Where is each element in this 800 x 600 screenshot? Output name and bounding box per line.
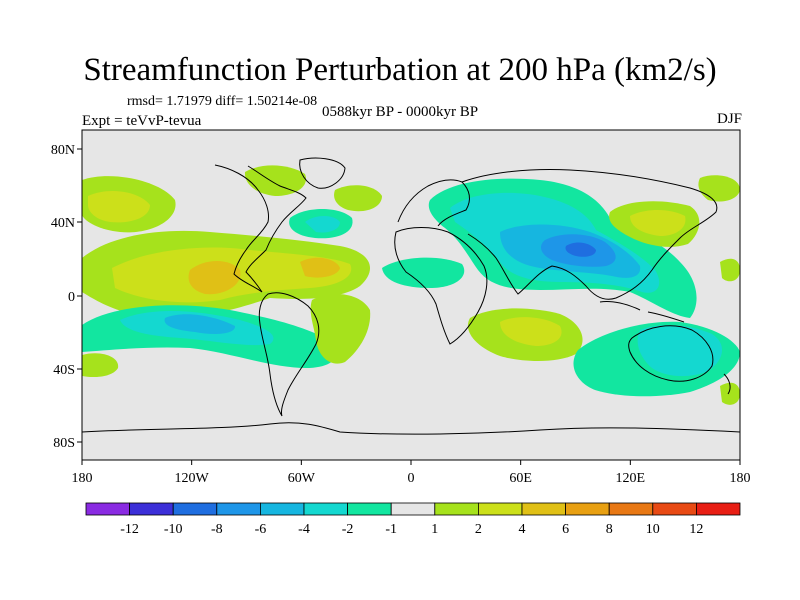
- lat-tick-label: 80N: [51, 143, 75, 158]
- colorbar-swatch: [565, 502, 610, 516]
- colorbar-swatch: [259, 502, 305, 516]
- contour-east-pacific-pos: [698, 175, 740, 202]
- colorbar-swatch: [696, 502, 741, 516]
- contour-north-atlantic-pos: [334, 185, 382, 212]
- colorbar-swatch: [390, 502, 436, 516]
- contour-arctic-north-america: [244, 165, 307, 196]
- contour-north-atlantic-neg-inner: [305, 216, 340, 233]
- colorbar-label: 10: [646, 522, 660, 537]
- contour-africa-neg: [382, 257, 465, 288]
- lon-tick-label: 0: [408, 471, 415, 486]
- lat-tick-label: 80S: [53, 436, 75, 451]
- contour-south-atlantic-pos: [310, 294, 371, 364]
- colorbar-swatch: [303, 502, 348, 516]
- colorbar-label: -10: [164, 522, 183, 537]
- colorbar-label: 2: [475, 522, 482, 537]
- coastline-antarctica: [82, 422, 740, 435]
- colorbar-swatch: [477, 502, 523, 516]
- lon-tick-label: 120E: [616, 471, 646, 486]
- colorbar-swatch: [521, 502, 566, 516]
- lat-tick-label: 0: [68, 290, 75, 305]
- axis-ticks: 80N 40N 0 40S 80S 180 120W 60W 0 60E 120E 180: [51, 143, 751, 486]
- coastline-new-zealand: [723, 373, 731, 395]
- colorbar-label: -2: [342, 522, 354, 537]
- coastline-north-america: [214, 164, 307, 293]
- colorbar-label: -4: [298, 522, 310, 537]
- lat-tick-label: 40N: [51, 216, 75, 231]
- contour-north-pacific-west-inner: [88, 190, 150, 223]
- colorbar-label: 4: [519, 522, 526, 537]
- lon-tick-label: 60W: [288, 471, 316, 486]
- colorbar-label: -8: [211, 522, 223, 537]
- lon-tick-label: 120W: [175, 471, 210, 486]
- contour-south-indian-pos-inner: [500, 317, 562, 346]
- colorbar-swatch: [652, 502, 697, 516]
- lat-tick-label: 40S: [53, 363, 75, 378]
- coastline-greenland: [299, 157, 346, 189]
- contour-tropical-band-core: [188, 261, 241, 295]
- period-text: 0588kyr BP - 0000kyr BP: [321, 104, 479, 120]
- coastlines: [82, 157, 740, 435]
- lon-tick-label: 180: [730, 471, 751, 486]
- colorbar-label: 1: [431, 522, 438, 537]
- coastline-asia: [461, 169, 718, 300]
- colorbar-swatch: [129, 502, 174, 516]
- colorbar-label: -1: [385, 522, 397, 537]
- colorbar-label: 12: [689, 522, 703, 537]
- colorbar-swatch: [172, 502, 218, 516]
- season-text: DJF: [716, 111, 742, 127]
- coastline-indonesia: [599, 301, 685, 323]
- contour-south-west-pacific-pos: [82, 353, 119, 378]
- contour-central-pacific-pos: [720, 258, 740, 282]
- colorbar-label: -12: [120, 522, 139, 537]
- lon-tick-label: 180: [72, 471, 93, 486]
- colorbar-swatch: [85, 502, 130, 516]
- contour-asia-neg-core: [565, 242, 596, 257]
- colorbar-swatch: [434, 502, 479, 516]
- map-title: Streamfunction Perturbation at 200 hPa (…: [83, 52, 717, 88]
- colorbar-label: -6: [255, 522, 267, 537]
- colorbar: -12 -10 -8 -6 -4 -2 -1 1 2 4 6 8 10 12: [85, 502, 741, 537]
- experiment-text: Expt = teVvP-tevua: [82, 113, 202, 129]
- colorbar-swatch: [216, 502, 261, 516]
- contour-northwest-pacific-pos-inner: [630, 210, 686, 236]
- stats-text: rmsd= 1.71979 diff= 1.50214e-08: [127, 94, 318, 109]
- colorbar-swatch: [608, 502, 654, 516]
- coastline-australia: [628, 325, 714, 382]
- contour-south-pacific-neg-core: [164, 314, 236, 334]
- lon-tick-label: 60E: [509, 471, 532, 486]
- contour-fills: [82, 165, 740, 405]
- contour-australia-neg-inner: [637, 325, 723, 377]
- contour-far-south-pos: [720, 382, 740, 405]
- colorbar-swatch: [347, 502, 392, 516]
- colorbar-label: 8: [606, 522, 613, 537]
- colorbar-label: 6: [562, 522, 569, 537]
- coastline-africa: [394, 227, 488, 345]
- coastline-south-america: [258, 292, 320, 417]
- contour-atlantic-core: [300, 257, 340, 278]
